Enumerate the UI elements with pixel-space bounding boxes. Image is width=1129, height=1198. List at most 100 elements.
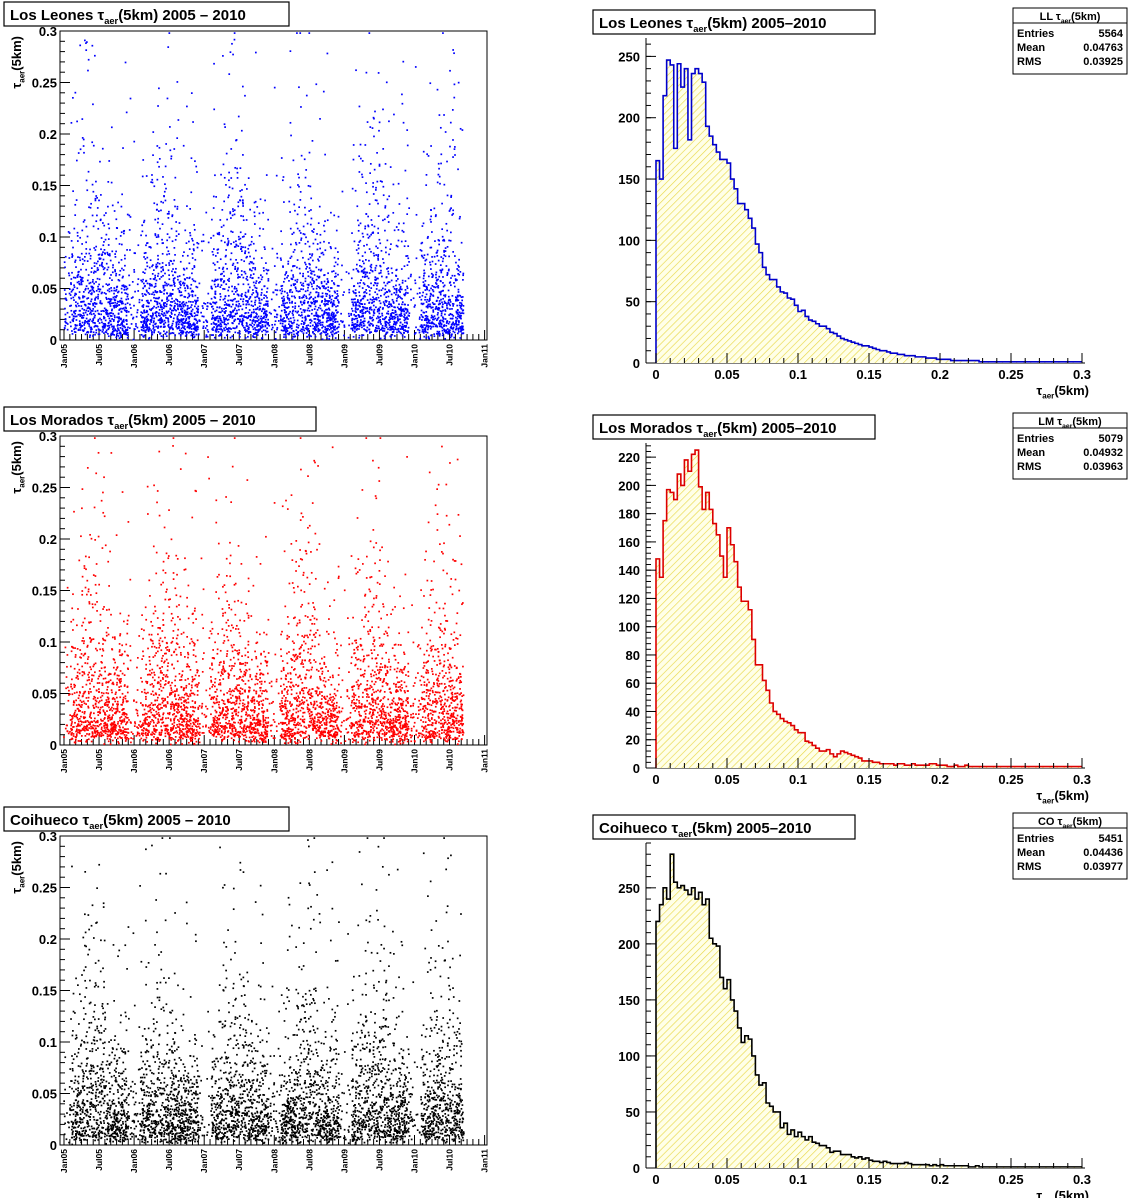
- data-point: [214, 290, 217, 293]
- data-point: [125, 292, 128, 295]
- data-point: [378, 165, 381, 167]
- data-point: [158, 87, 160, 90]
- data-point: [193, 224, 196, 226]
- data-point: [87, 58, 90, 61]
- data-point: [88, 323, 90, 325]
- data-point: [443, 324, 446, 326]
- data-point: [331, 315, 334, 318]
- data-point: [375, 330, 377, 333]
- data-point: [329, 318, 331, 321]
- data-point: [248, 298, 251, 300]
- data-point: [283, 333, 285, 336]
- data-point: [425, 305, 428, 308]
- data-point: [248, 303, 250, 306]
- data-point: [142, 316, 145, 319]
- data-point: [79, 44, 82, 47]
- data-point: [369, 172, 372, 174]
- data-point: [283, 299, 286, 302]
- data-point: [76, 302, 79, 305]
- data-point: [196, 241, 199, 244]
- data-point: [259, 227, 261, 230]
- data-point: [123, 309, 126, 311]
- data-point: [332, 313, 335, 316]
- data-point: [298, 229, 301, 232]
- data-point: [303, 158, 306, 161]
- data-point: [359, 239, 362, 242]
- data-point: [394, 323, 397, 326]
- data-point: [184, 310, 187, 313]
- data-point: [223, 280, 226, 282]
- data-point: [101, 321, 103, 324]
- data-point: [442, 316, 444, 319]
- data-point: [279, 314, 282, 317]
- data-point: [108, 298, 111, 301]
- data-point: [157, 221, 159, 224]
- data-point: [177, 308, 179, 311]
- data-point: [184, 321, 186, 323]
- data-point: [322, 287, 325, 289]
- data-point: [358, 291, 361, 294]
- data-point: [407, 304, 409, 306]
- data-point: [384, 304, 386, 307]
- data-point: [318, 256, 321, 258]
- data-point: [456, 312, 459, 314]
- data-point: [144, 324, 147, 326]
- data-point: [293, 319, 296, 322]
- data-point: [317, 295, 320, 298]
- data-point: [260, 294, 263, 296]
- data-point: [362, 322, 365, 325]
- data-point: [258, 281, 260, 284]
- data-point: [258, 212, 261, 215]
- data-point: [305, 169, 308, 171]
- data-point: [86, 41, 88, 43]
- data-point: [85, 179, 88, 182]
- data-point: [94, 314, 96, 317]
- data-point: [347, 272, 350, 275]
- data-point: [262, 228, 265, 230]
- data-point: [436, 307, 439, 310]
- data-point: [256, 324, 259, 326]
- data-point: [68, 689, 70, 692]
- data-point: [337, 330, 340, 333]
- data-point: [330, 211, 332, 214]
- data-point: [374, 110, 376, 113]
- data-point: [330, 314, 333, 317]
- data-point: [88, 206, 90, 209]
- data-point: [385, 326, 388, 329]
- data-point: [126, 302, 129, 305]
- data-point: [228, 327, 231, 330]
- data-point: [395, 268, 398, 271]
- data-point: [362, 295, 365, 298]
- data-point: [105, 233, 108, 236]
- data-point: [418, 287, 421, 290]
- data-point: [316, 318, 319, 321]
- data-point: [186, 287, 189, 290]
- data-point: [229, 313, 232, 316]
- data-point: [260, 326, 263, 329]
- data-point: [80, 252, 83, 255]
- data-point: [95, 302, 98, 305]
- data-point: [363, 303, 366, 305]
- data-point: [210, 297, 213, 300]
- data-point: [110, 312, 113, 314]
- data-point: [75, 159, 78, 162]
- data-point: [212, 329, 214, 331]
- data-point: [381, 180, 383, 183]
- data-point: [65, 687, 67, 690]
- data-point: [446, 160, 448, 163]
- data-point: [363, 294, 366, 297]
- data-point: [147, 305, 150, 308]
- data-point: [404, 169, 407, 172]
- data-point: [324, 153, 326, 156]
- data-point: [392, 183, 395, 186]
- data-point: [109, 298, 112, 300]
- data-point: [373, 312, 376, 315]
- data-point: [264, 324, 267, 327]
- data-point: [105, 298, 108, 301]
- data-point: [431, 301, 434, 304]
- data-point: [173, 199, 176, 201]
- data-point: [118, 279, 121, 282]
- data-point: [314, 327, 317, 330]
- data-point: [257, 331, 259, 333]
- data-point: [455, 320, 458, 323]
